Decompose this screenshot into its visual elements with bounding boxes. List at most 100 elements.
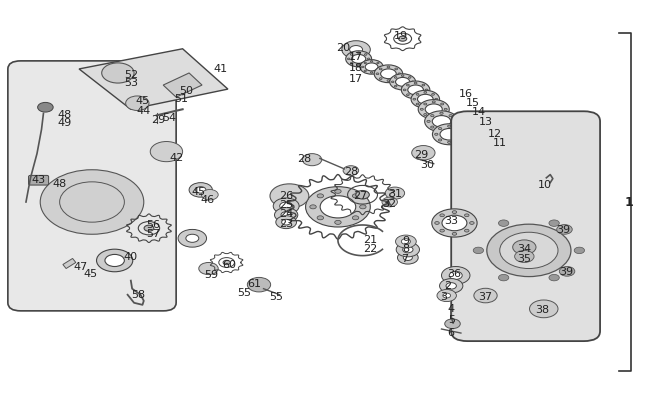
Circle shape	[437, 290, 456, 302]
Circle shape	[398, 74, 401, 75]
Circle shape	[439, 279, 463, 293]
Circle shape	[189, 183, 213, 198]
Circle shape	[453, 121, 456, 123]
Circle shape	[379, 79, 382, 80]
Text: 39: 39	[559, 267, 573, 277]
Circle shape	[469, 222, 474, 225]
Circle shape	[556, 225, 572, 234]
Circle shape	[398, 37, 407, 42]
Circle shape	[105, 255, 124, 267]
Circle shape	[350, 63, 353, 65]
Circle shape	[422, 85, 425, 87]
Text: 55: 55	[237, 287, 251, 297]
Circle shape	[395, 77, 397, 79]
Text: 3: 3	[440, 291, 447, 301]
Text: 27: 27	[354, 190, 368, 200]
Circle shape	[196, 187, 206, 194]
Circle shape	[365, 64, 378, 72]
Circle shape	[449, 115, 452, 117]
Circle shape	[358, 65, 360, 67]
Text: 28: 28	[344, 166, 358, 176]
Circle shape	[403, 255, 412, 261]
Circle shape	[360, 60, 384, 75]
Text: 28: 28	[297, 154, 311, 164]
Text: 16: 16	[459, 89, 473, 99]
Circle shape	[302, 154, 322, 166]
Circle shape	[487, 225, 571, 277]
Circle shape	[406, 85, 410, 87]
Text: 45: 45	[192, 186, 206, 196]
Circle shape	[440, 230, 445, 232]
Circle shape	[408, 86, 411, 88]
Circle shape	[425, 90, 428, 92]
Circle shape	[40, 171, 144, 234]
Text: 24: 24	[279, 209, 293, 219]
Text: 25: 25	[279, 200, 293, 209]
Circle shape	[444, 109, 447, 111]
Circle shape	[408, 86, 423, 96]
Circle shape	[365, 63, 367, 65]
Circle shape	[199, 263, 218, 275]
Text: 36: 36	[447, 268, 462, 278]
Text: 42: 42	[169, 152, 183, 162]
Text: 60: 60	[222, 260, 236, 270]
Circle shape	[435, 134, 438, 136]
Text: 20: 20	[336, 43, 350, 53]
Circle shape	[431, 127, 434, 129]
Circle shape	[396, 78, 410, 87]
Circle shape	[317, 216, 324, 220]
Text: 40: 40	[124, 252, 138, 262]
Circle shape	[361, 67, 364, 68]
Circle shape	[457, 140, 460, 142]
Circle shape	[367, 59, 370, 60]
Text: 26: 26	[279, 190, 293, 200]
Text: 52: 52	[124, 70, 138, 79]
Circle shape	[281, 220, 291, 226]
Circle shape	[549, 220, 559, 227]
Circle shape	[432, 104, 434, 106]
Text: 22: 22	[363, 244, 378, 254]
Circle shape	[443, 293, 450, 298]
Text: 47: 47	[73, 261, 88, 271]
Circle shape	[401, 88, 404, 90]
Polygon shape	[163, 74, 202, 98]
Polygon shape	[63, 259, 76, 269]
Circle shape	[396, 235, 416, 248]
Circle shape	[461, 134, 464, 136]
Circle shape	[320, 196, 356, 218]
Circle shape	[438, 140, 442, 142]
Circle shape	[432, 94, 434, 96]
Text: 38: 38	[535, 304, 549, 314]
Circle shape	[377, 63, 379, 64]
Circle shape	[432, 102, 436, 104]
Circle shape	[391, 82, 394, 83]
Text: 31: 31	[388, 189, 402, 198]
Circle shape	[202, 190, 218, 200]
Text: 4: 4	[448, 303, 455, 313]
Text: 1: 1	[625, 196, 634, 209]
Circle shape	[377, 71, 379, 72]
Circle shape	[364, 63, 367, 64]
Circle shape	[401, 82, 430, 100]
Circle shape	[144, 226, 154, 232]
Circle shape	[513, 240, 536, 255]
Circle shape	[381, 70, 396, 79]
Circle shape	[342, 42, 370, 59]
Text: 48: 48	[58, 110, 72, 120]
Circle shape	[248, 278, 270, 292]
Circle shape	[382, 198, 398, 207]
Circle shape	[411, 91, 439, 109]
Circle shape	[402, 247, 413, 253]
Circle shape	[448, 142, 451, 144]
Circle shape	[186, 234, 199, 243]
Circle shape	[414, 97, 417, 98]
Text: 19: 19	[395, 31, 408, 40]
Circle shape	[413, 99, 416, 101]
Text: 53: 53	[124, 78, 138, 87]
Circle shape	[418, 100, 449, 119]
Circle shape	[401, 239, 410, 245]
Circle shape	[358, 53, 360, 54]
Circle shape	[370, 62, 372, 63]
Text: 30: 30	[421, 159, 434, 169]
Circle shape	[424, 92, 427, 94]
